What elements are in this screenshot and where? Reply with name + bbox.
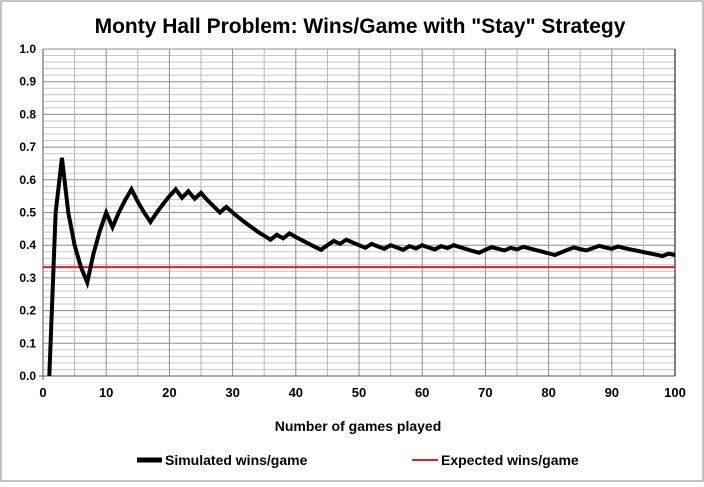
x-tick-label: 100 — [664, 385, 686, 400]
x-tick-label: 0 — [39, 385, 46, 400]
y-tick-label: 0.2 — [19, 304, 36, 318]
x-tick-label: 40 — [289, 385, 303, 400]
x-tick-label: 20 — [162, 385, 176, 400]
y-tick-label: 0.7 — [19, 140, 36, 154]
x-tick-labels: 0 10 20 30 40 50 60 70 80 90 100 — [39, 385, 685, 400]
legend: Simulated wins/game Expected wins/game — [137, 452, 579, 468]
legend-label-expected: Expected wins/game — [441, 452, 579, 468]
y-tick-label: 0.8 — [19, 107, 36, 121]
x-tick-label: 30 — [225, 385, 239, 400]
y-tick-label: 0.6 — [19, 173, 36, 187]
x-tick-label: 90 — [605, 385, 619, 400]
x-tick-label: 80 — [541, 385, 555, 400]
grid — [39, 48, 676, 380]
series-line-simulated — [47, 157, 676, 377]
y-tick-label: 0.4 — [19, 238, 36, 252]
y-tick-label: 0.1 — [19, 336, 36, 350]
y-tick-label: 1.0 — [19, 42, 36, 56]
y-tick-labels: 0.0 0.1 0.2 0.3 0.4 0.5 0.6 0.7 0.8 0.9 1.0 — [19, 42, 36, 383]
x-tick-label: 50 — [352, 385, 366, 400]
legend-label-simulated: Simulated wins/game — [165, 452, 308, 468]
y-tick-label: 0.0 — [19, 369, 36, 383]
x-axis-label: Number of games played — [275, 418, 442, 434]
y-tick-label: 0.9 — [19, 75, 36, 89]
y-tick-label: 0.3 — [19, 271, 36, 285]
series-layer — [43, 157, 676, 377]
chart-title: Monty Hall Problem: Wins/Game with "Stay… — [95, 15, 626, 38]
x-tick-label: 60 — [415, 385, 429, 400]
x-tick-label: 10 — [99, 385, 113, 400]
x-tick-label: 70 — [478, 385, 492, 400]
y-tick-label: 0.5 — [19, 206, 36, 220]
